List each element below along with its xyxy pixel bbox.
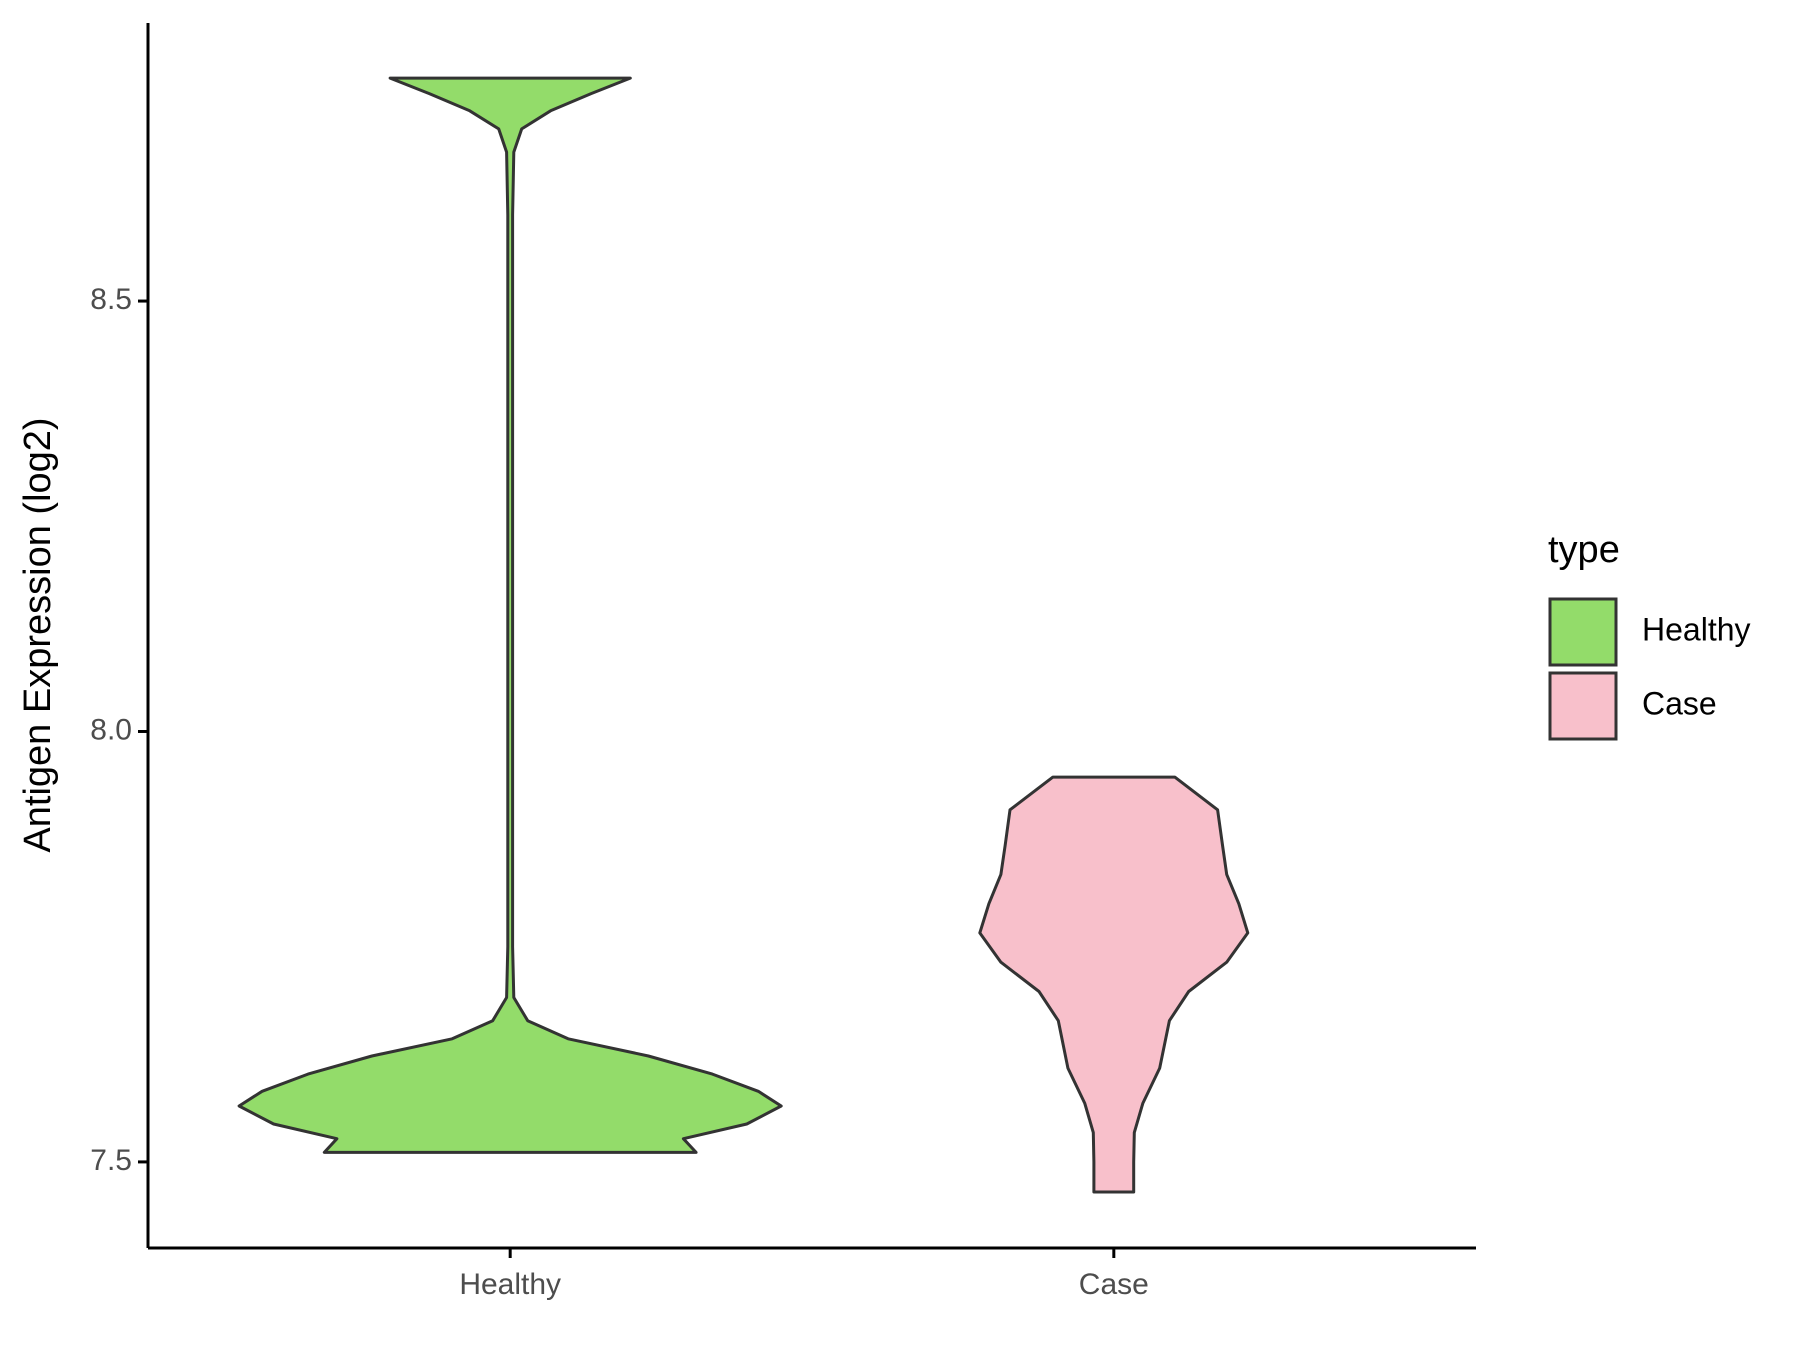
y-tick-label: 7.5 (90, 1144, 132, 1177)
violin (237, 76, 783, 1154)
y-tick-label: 8.0 (90, 713, 132, 746)
y-tick-label: 8.5 (90, 283, 132, 316)
legend-key (1548, 597, 1618, 667)
violin (978, 775, 1250, 1194)
legend-label: Case (1642, 685, 1717, 721)
x-tick-label: Case (1079, 1268, 1149, 1301)
legend-key (1548, 671, 1618, 741)
x-tick-label: Healthy (459, 1268, 561, 1301)
y-axis-title: Antigen Expression (log2) (17, 417, 59, 852)
legend-title: type (1548, 529, 1620, 571)
legend-label: Healthy (1642, 611, 1751, 647)
